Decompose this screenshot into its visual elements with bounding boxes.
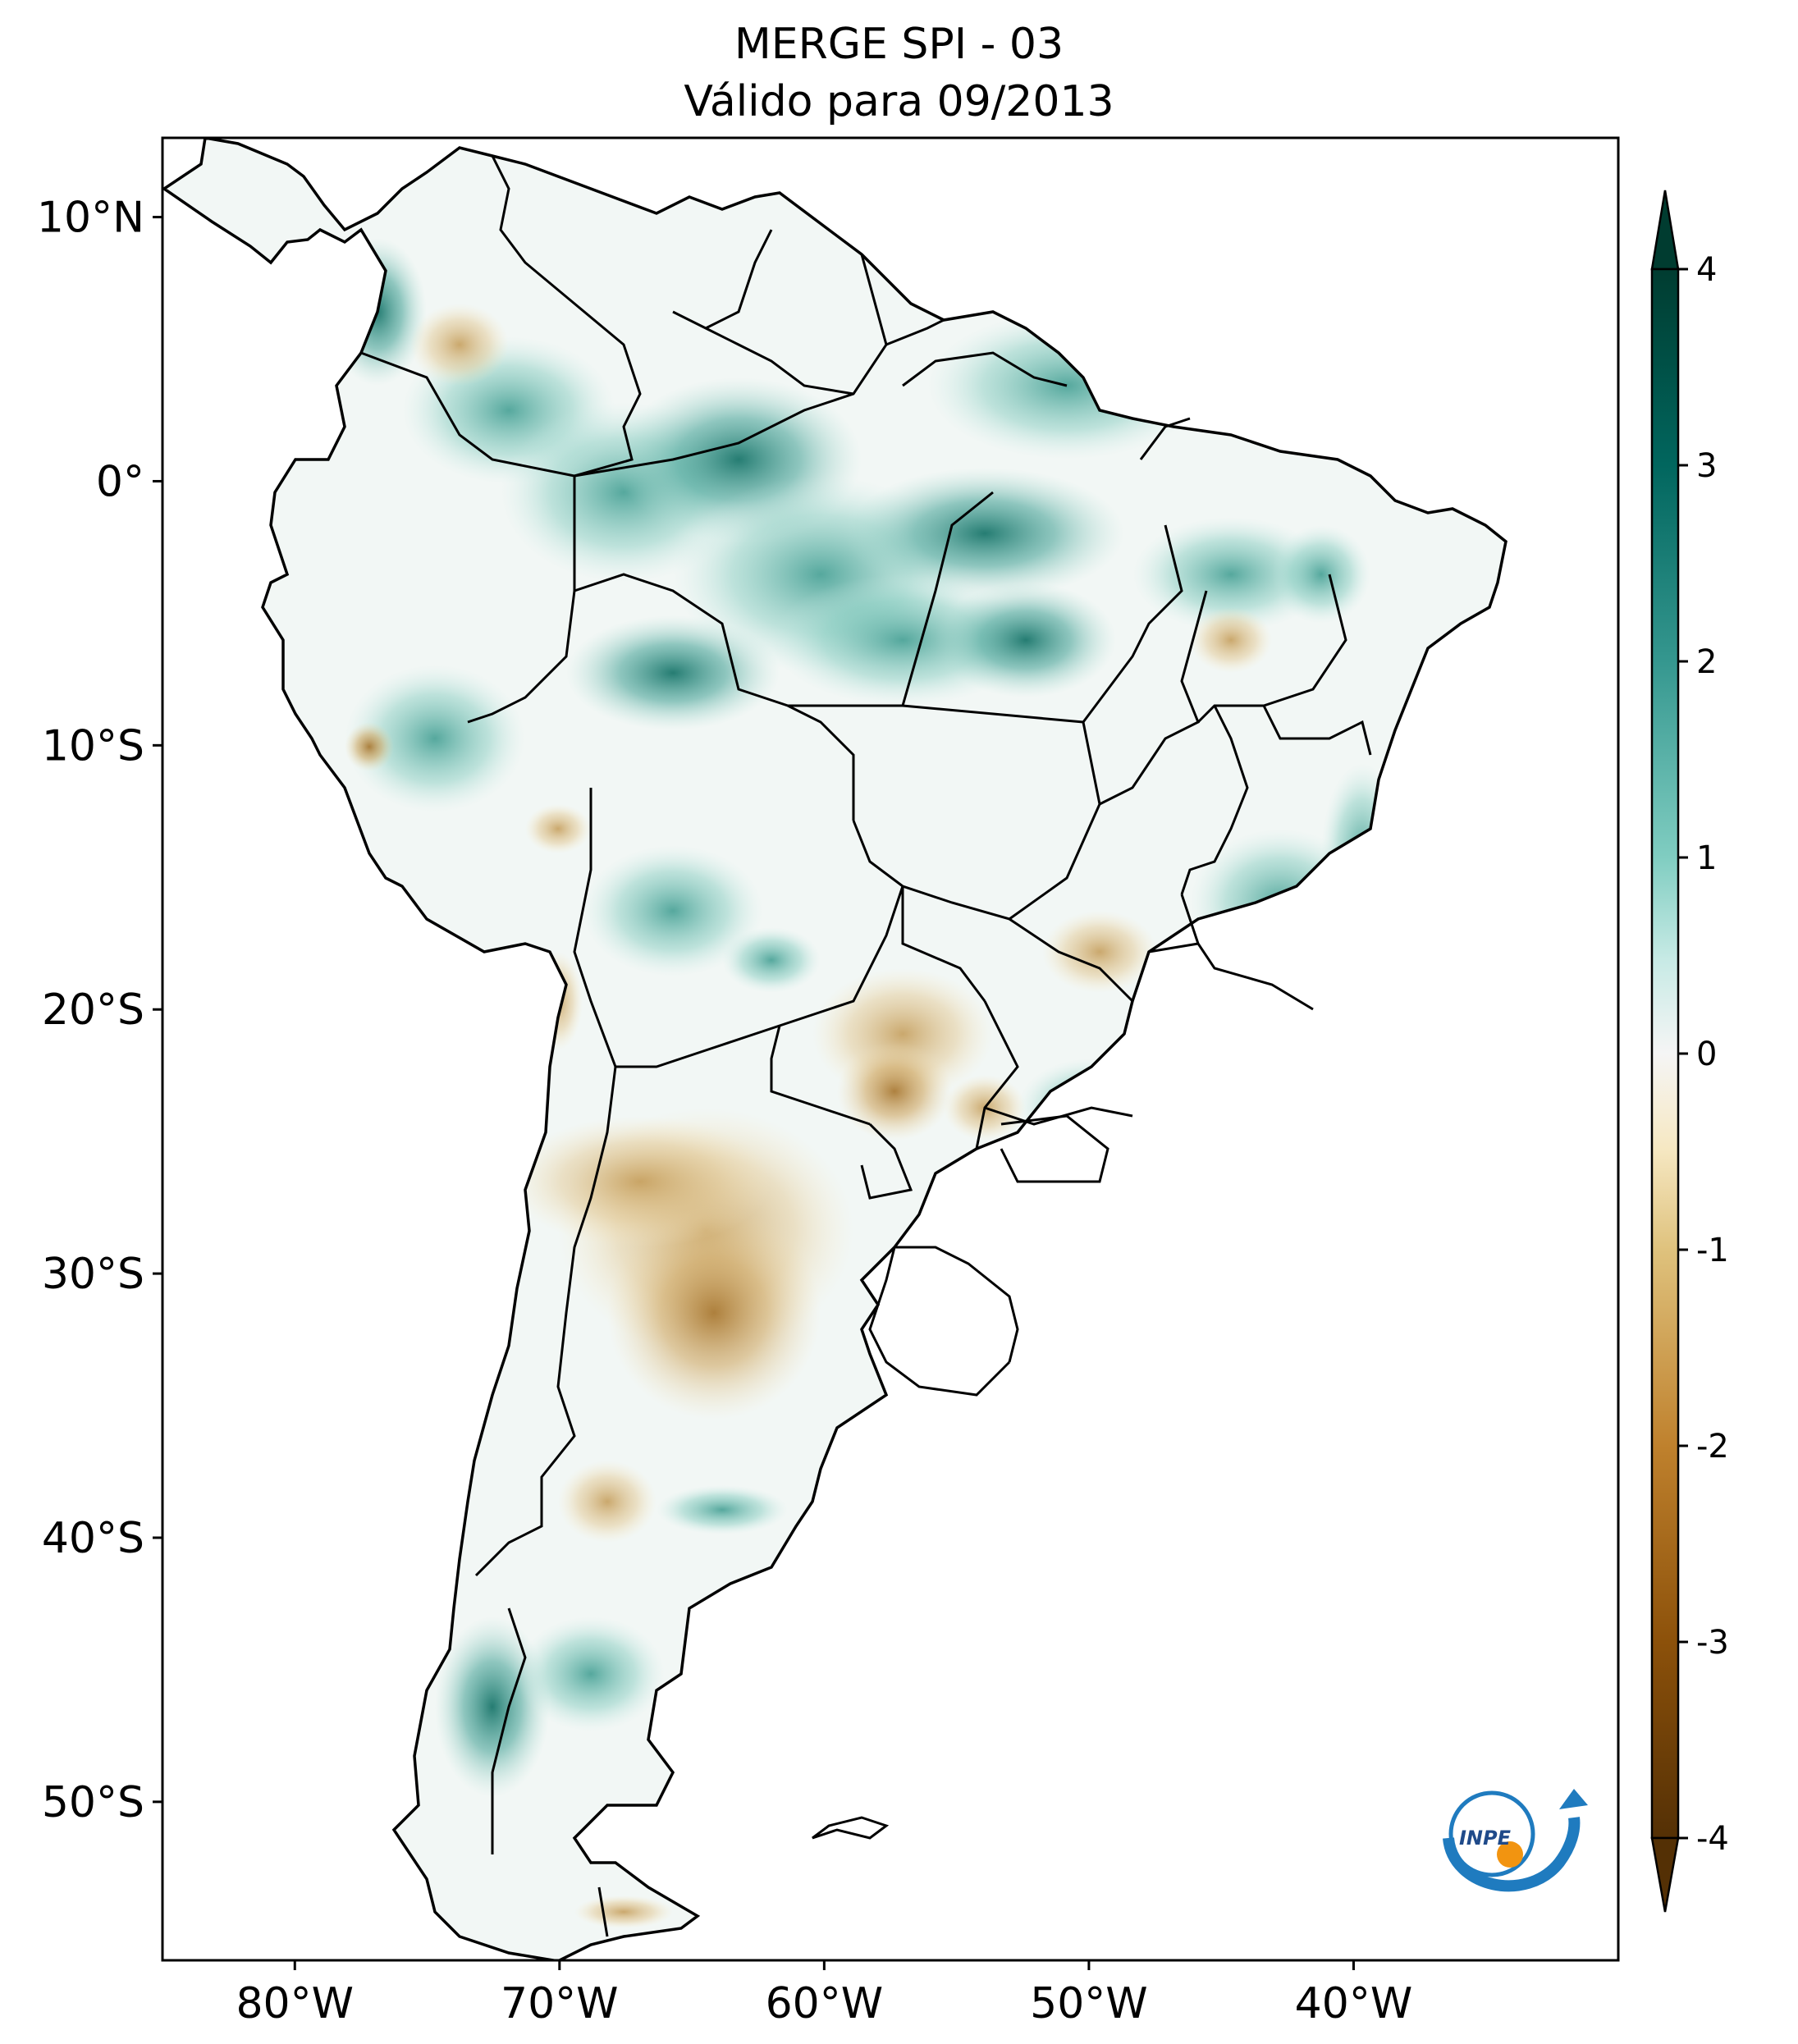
colorbar-tick-label: -3 — [1696, 1624, 1729, 1662]
title-line-2: Válido para 09/2013 — [684, 77, 1114, 126]
colorbar-extend-max — [1650, 190, 1680, 271]
lat-tick-label: 10°S — [42, 721, 144, 771]
lon-tick-label: 70°W — [501, 1979, 619, 2028]
colorbar-extend-min — [1650, 1836, 1680, 1913]
colorbar-gradient — [1650, 268, 1680, 1840]
lat-tick-label: 10°N — [37, 194, 144, 243]
lat-tick-label: 20°S — [42, 985, 144, 1035]
political-borders — [360, 155, 1372, 1937]
colorbar-tick-label: -1 — [1696, 1232, 1729, 1269]
colorbar-tick-label: 4 — [1696, 251, 1717, 289]
longitude-axis: 80°W 70°W 60°W 50°W 40°W — [236, 1960, 1412, 2028]
inpe-logo: INPE — [1443, 1789, 1588, 1892]
colorbar-tick-label: -4 — [1696, 1820, 1729, 1858]
colorbar-tick-label: 0 — [1696, 1036, 1717, 1073]
lat-tick-label: 30°S — [42, 1250, 144, 1299]
colorbar-tick-label: 3 — [1696, 447, 1717, 485]
latitude-axis: 10°N 0° 10°S 20°S 30°S 40°S 50°S — [37, 194, 162, 1827]
title-line-1: MERGE SPI - 03 — [734, 20, 1064, 69]
colorbar-tick-label: 1 — [1696, 839, 1717, 877]
lon-tick-label: 40°W — [1295, 1979, 1413, 2028]
lat-tick-label: 40°S — [42, 1514, 144, 1563]
map-frame — [161, 136, 1620, 1962]
lat-tick-label: 0° — [96, 457, 144, 506]
colorbar-tick-label: -2 — [1696, 1428, 1729, 1466]
map-area: INPE — [162, 138, 1618, 1960]
lon-tick-label: 80°W — [236, 1979, 354, 2028]
lon-tick-label: 50°W — [1030, 1979, 1148, 2028]
colorbar-ticks: 4 3 2 1 0 -1 -2 -3 -4 — [1678, 251, 1729, 1858]
lat-tick-label: 50°S — [42, 1778, 144, 1827]
inpe-logo-text: INPE — [1459, 1827, 1512, 1850]
colorbar-tick-label: 2 — [1696, 643, 1717, 681]
lon-tick-label: 60°W — [766, 1979, 884, 2028]
colorbar: 4 3 2 1 0 -1 -2 -3 -4 — [1650, 190, 1729, 1913]
